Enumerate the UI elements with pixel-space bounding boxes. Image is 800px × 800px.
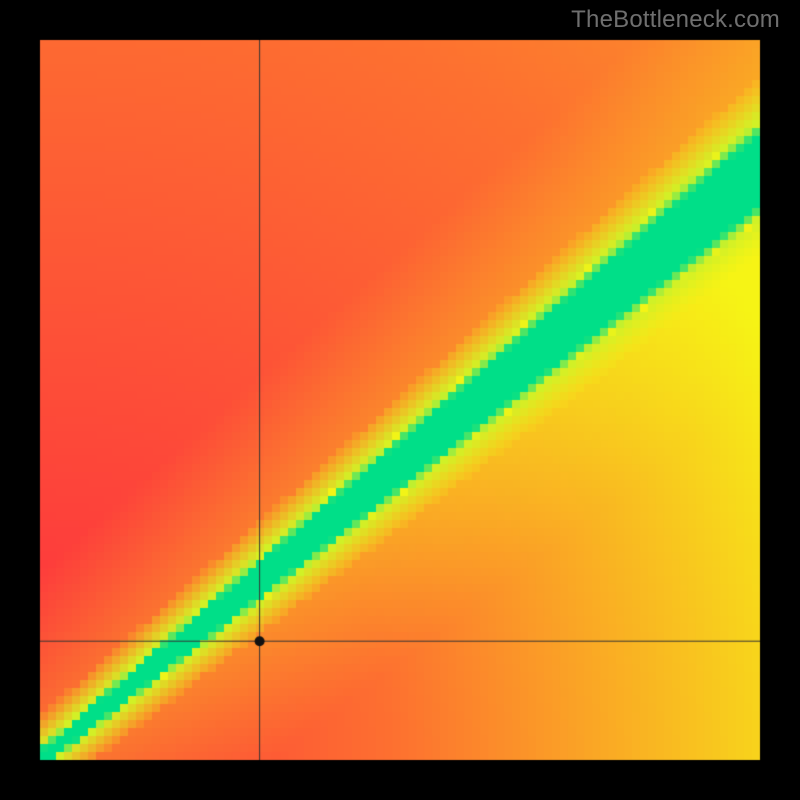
attribution-text: TheBottleneck.com	[571, 6, 780, 34]
bottleneck-heatmap	[0, 0, 800, 800]
